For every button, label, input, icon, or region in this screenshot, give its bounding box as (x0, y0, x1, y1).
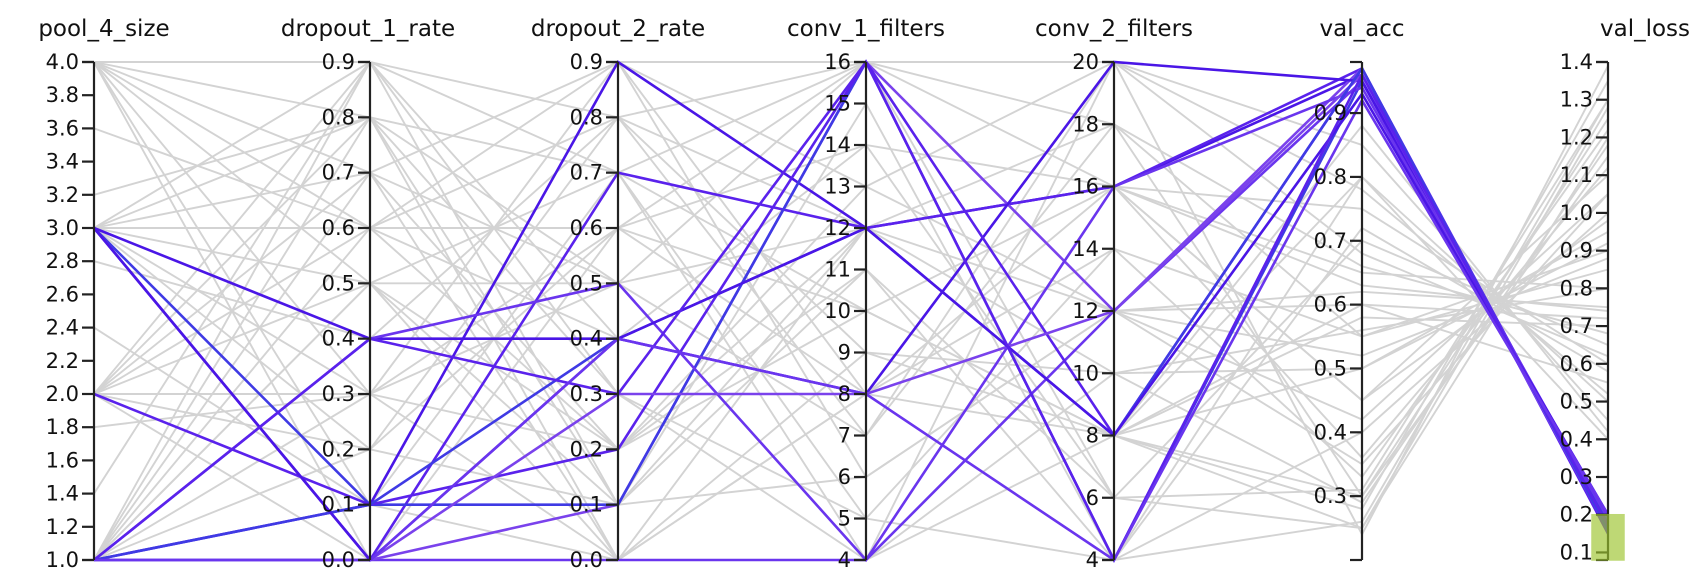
tick-label-pool_4_size-2: 1.4 (46, 482, 79, 506)
axis-title-pool_4_size: pool_4_size (38, 16, 169, 42)
axis-title-conv_2_filters: conv_2_filters (1035, 16, 1193, 42)
tick-label-conv_1_filters-12: 16 (824, 50, 851, 74)
tick-label-conv_2_filters-1: 6 (1086, 486, 1099, 510)
tick-label-val_loss-0: 0.1 (1560, 540, 1593, 564)
tick-label-val_loss-4: 0.5 (1560, 390, 1593, 414)
tick-label-dropout_1_rate-8: 0.8 (322, 105, 355, 129)
tick-label-dropout_1_rate-4: 0.4 (322, 327, 355, 351)
axis-title-conv_1_filters: conv_1_filters (787, 16, 945, 42)
axis-title-val_loss: val_loss (1600, 16, 1690, 42)
tick-label-conv_1_filters-6: 10 (824, 299, 851, 323)
tick-label-pool_4_size-14: 3.8 (46, 83, 79, 107)
tick-label-dropout_2_rate-4: 0.4 (570, 327, 603, 351)
axis-val_loss: val_loss 0.1 0.2 0.3 0.4 0.5 0.6 0.7 0.8 0.9 1.0 1.… (1560, 16, 1690, 564)
tick-label-conv_1_filters-7: 11 (824, 258, 851, 282)
tick-label-conv_2_filters-6: 16 (1072, 175, 1099, 199)
tick-label-dropout_2_rate-9: 0.9 (570, 50, 603, 74)
axis-title-val_acc: val_acc (1320, 16, 1405, 42)
axes: pool_4_size 1.0 1.2 1.4 1.6 1.8 2.0 2.2 2.4 2.6 2.… (38, 16, 1690, 572)
tick-label-pool_4_size-0: 1.0 (46, 548, 79, 572)
tick-label-val_loss-10: 1.1 (1560, 163, 1593, 187)
tick-label-pool_4_size-8: 2.6 (46, 282, 79, 306)
tick-label-val_acc-5: 0.8 (1314, 165, 1347, 189)
brushes (1591, 513, 1625, 561)
tick-label-dropout_1_rate-5: 0.5 (322, 271, 355, 295)
axis-title-dropout_2_rate: dropout_2_rate (531, 16, 705, 42)
tick-label-pool_4_size-5: 2.0 (46, 382, 79, 406)
tick-label-pool_4_size-13: 3.6 (46, 116, 79, 140)
tick-label-conv_1_filters-5: 9 (838, 341, 851, 365)
tick-label-conv_2_filters-3: 10 (1072, 361, 1099, 385)
tick-label-val_loss-3: 0.4 (1560, 427, 1593, 451)
tick-label-val_loss-12: 1.3 (1560, 88, 1593, 112)
tick-label-conv_1_filters-0: 4 (838, 548, 851, 572)
tick-label-dropout_2_rate-6: 0.6 (570, 216, 603, 240)
tick-label-pool_4_size-10: 3.0 (46, 216, 79, 240)
tick-label-dropout_2_rate-3: 0.3 (570, 382, 603, 406)
tick-label-val_acc-1: 0.4 (1314, 420, 1347, 444)
tick-label-conv_2_filters-4: 12 (1072, 299, 1099, 323)
tick-label-dropout_2_rate-0: 0.0 (570, 548, 603, 572)
tick-label-conv_2_filters-0: 4 (1086, 548, 1099, 572)
axis-dropout_1_rate: dropout_1_rate 0.0 0.1 0.2 0.3 0.4 0.5 0.6 0.7 0.… (281, 16, 455, 572)
tick-label-val_loss-9: 1.0 (1560, 201, 1593, 225)
tick-label-pool_4_size-11: 3.2 (46, 183, 79, 207)
tick-label-val_loss-13: 1.4 (1560, 50, 1593, 74)
axis-dropout_2_rate: dropout_2_rate 0.0 0.1 0.2 0.3 0.4 0.5 0.6 0.7 0.… (531, 16, 705, 572)
tick-label-pool_4_size-9: 2.8 (46, 249, 79, 273)
tick-label-dropout_2_rate-1: 0.1 (570, 493, 603, 517)
tick-label-val_acc-4: 0.7 (1314, 229, 1347, 253)
axis-title-dropout_1_rate: dropout_1_rate (281, 16, 455, 42)
tick-label-pool_4_size-1: 1.2 (46, 515, 79, 539)
tick-label-dropout_2_rate-2: 0.2 (570, 437, 603, 461)
axis-conv_2_filters: conv_2_filters 4 6 8 10 12 14 16 18 20 (1035, 16, 1193, 572)
tick-label-val_loss-5: 0.6 (1560, 352, 1593, 376)
axis-val_acc: val_acc 0.3 0.4 0.5 0.6 0.7 0.8 0.9 (1314, 16, 1405, 562)
tick-label-pool_4_size-3: 1.6 (46, 448, 79, 472)
tick-label-dropout_1_rate-9: 0.9 (322, 50, 355, 74)
tick-label-dropout_1_rate-6: 0.6 (322, 216, 355, 240)
tick-label-pool_4_size-12: 3.4 (46, 150, 79, 174)
tick-label-conv_1_filters-11: 15 (824, 92, 851, 116)
tick-label-conv_2_filters-7: 18 (1072, 112, 1099, 136)
tick-label-val_loss-6: 0.7 (1560, 314, 1593, 338)
tick-label-dropout_1_rate-7: 0.7 (322, 161, 355, 185)
tick-label-conv_1_filters-9: 13 (824, 175, 851, 199)
tick-label-val_acc-2: 0.5 (1314, 356, 1347, 380)
brush-val_loss[interactable] (1591, 513, 1625, 561)
background-line-9 (94, 185, 1609, 340)
tick-label-dropout_1_rate-1: 0.1 (322, 493, 355, 517)
tick-label-val_loss-11: 1.2 (1560, 125, 1593, 149)
tick-label-conv_2_filters-2: 8 (1086, 424, 1099, 448)
tick-label-conv_2_filters-8: 20 (1072, 50, 1099, 74)
tick-label-dropout_2_rate-7: 0.7 (570, 161, 603, 185)
tick-label-conv_1_filters-1: 5 (838, 507, 851, 531)
tick-label-conv_1_filters-8: 12 (824, 216, 851, 240)
tick-label-dropout_1_rate-2: 0.2 (322, 437, 355, 461)
tick-label-dropout_2_rate-5: 0.5 (570, 271, 603, 295)
tick-label-conv_1_filters-10: 14 (824, 133, 851, 157)
tick-label-pool_4_size-6: 2.2 (46, 349, 79, 373)
tick-label-conv_2_filters-5: 14 (1072, 237, 1099, 261)
tick-label-dropout_1_rate-0: 0.0 (322, 548, 355, 572)
tick-label-val_acc-0: 0.3 (1314, 484, 1347, 508)
tick-label-val_loss-8: 0.9 (1560, 239, 1593, 263)
tick-label-conv_1_filters-3: 7 (838, 424, 851, 448)
tick-label-pool_4_size-4: 1.8 (46, 415, 79, 439)
tick-label-conv_1_filters-2: 6 (838, 465, 851, 489)
tick-label-dropout_2_rate-8: 0.8 (570, 105, 603, 129)
tick-label-pool_4_size-7: 2.4 (46, 316, 79, 340)
tick-label-val_loss-2: 0.3 (1560, 465, 1593, 489)
tick-label-val_loss-1: 0.2 (1560, 503, 1593, 527)
tick-label-val_acc-6: 0.9 (1314, 101, 1347, 125)
axis-pool_4_size: pool_4_size 1.0 1.2 1.4 1.6 1.8 2.0 2.2 2.4 2.6 2.… (38, 16, 169, 572)
tick-label-dropout_1_rate-3: 0.3 (322, 382, 355, 406)
tick-label-val_loss-7: 0.8 (1560, 276, 1593, 300)
axis-conv_1_filters: conv_1_filters 4 5 6 7 8 9 10 11 12 13 14 15 16 (787, 16, 945, 572)
tick-label-pool_4_size-15: 4.0 (46, 50, 79, 74)
tick-label-conv_1_filters-4: 8 (838, 382, 851, 406)
tick-label-val_acc-3: 0.6 (1314, 293, 1347, 317)
